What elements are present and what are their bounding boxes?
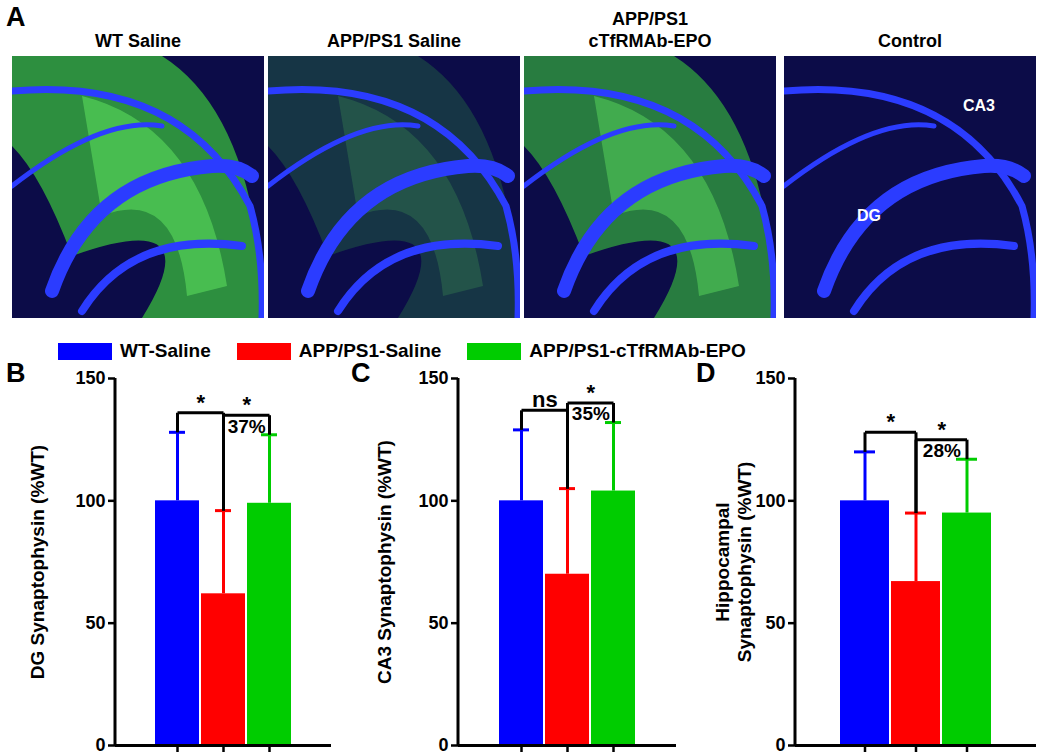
svg-text:ns: ns (532, 387, 558, 412)
svg-text:50: 50 (428, 613, 448, 633)
svg-text:*: * (196, 390, 205, 415)
svg-text:CA3: CA3 (963, 97, 995, 114)
svg-text:100: 100 (755, 491, 785, 511)
svg-text:0: 0 (438, 735, 448, 755)
svg-text:37%: 37% (228, 416, 266, 437)
svg-text:150: 150 (755, 368, 785, 388)
svg-text:100: 100 (418, 491, 448, 511)
svg-text:35%: 35% (572, 403, 610, 424)
svg-text:DG: DG (857, 207, 881, 224)
html-text:APP/PS1-cTfRMAb-EPO: APP/PS1-cTfRMAb-EPO (529, 340, 746, 361)
html-text:cTfRMAb-EPO: cTfRMAb-EPO (588, 31, 712, 51)
html-text:APP/PS1 Saline: APP/PS1 Saline (327, 31, 461, 51)
svg-text:28%: 28% (923, 440, 961, 461)
svg-text:150: 150 (75, 368, 105, 388)
svg-text:*: * (887, 409, 896, 434)
svg-text:0: 0 (775, 735, 785, 755)
html-text:A: A (6, 2, 26, 32)
html-text:Hippocampal: Hippocampal (712, 501, 733, 622)
html-text:Synaptophysin (%WT): Synaptophysin (%WT) (734, 461, 755, 662)
html-text:CA3 Synaptophysin (%WT): CA3 Synaptophysin (%WT) (374, 439, 395, 684)
html-text:WT Saline: WT Saline (95, 31, 181, 51)
svg-text:100: 100 (75, 491, 105, 511)
svg-text:50: 50 (85, 613, 105, 633)
html-text:B: B (6, 358, 26, 388)
html-text:APP/PS1-Saline: APP/PS1-Saline (298, 340, 442, 361)
html-text:WT-Saline: WT-Saline (120, 340, 211, 361)
html-text:Control: Control (878, 31, 942, 51)
svg-text:150: 150 (418, 368, 448, 388)
svg-text:*: * (587, 380, 596, 405)
html-text:APP/PS1: APP/PS1 (612, 9, 688, 29)
svg-text:*: * (938, 417, 947, 442)
html-text:C: C (351, 358, 371, 388)
html-text:D: D (696, 358, 716, 388)
html-text:DG Synaptophysin (%WT): DG Synaptophysin (%WT) (27, 444, 48, 679)
svg-text:0: 0 (95, 735, 105, 755)
svg-text:50: 50 (765, 613, 785, 633)
svg-text:*: * (242, 392, 251, 417)
